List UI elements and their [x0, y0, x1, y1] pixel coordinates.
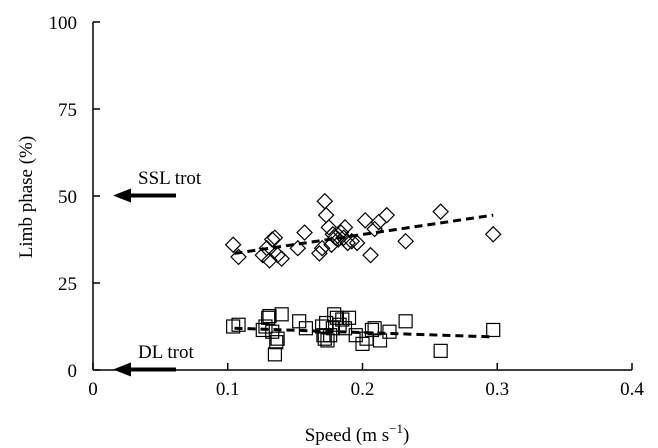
data-marks — [224, 192, 502, 362]
arrow-head — [113, 362, 131, 377]
square-point — [327, 307, 342, 322]
annotation-label: DL trot — [138, 342, 194, 363]
diamond-point — [484, 225, 502, 243]
x-tick-label: 0.1 — [216, 379, 240, 400]
x-axis-label-sup: −1 — [389, 421, 403, 436]
square-point — [364, 322, 380, 338]
diamond-point — [230, 248, 247, 266]
square-point — [486, 322, 501, 338]
diamond-point — [266, 229, 284, 247]
square-point — [367, 321, 382, 336]
annotation-label: SSL trot — [138, 168, 202, 189]
diamond-point — [311, 245, 328, 262]
diamond-point — [397, 232, 414, 250]
square-point — [433, 343, 448, 358]
y-tick-label: 0 — [68, 361, 78, 382]
diamond-point — [323, 236, 340, 254]
square-point — [341, 310, 357, 325]
diamond-point — [343, 232, 361, 250]
square-point — [320, 333, 335, 348]
diamond-point — [263, 231, 281, 248]
square-point — [231, 317, 246, 332]
diamond-point — [327, 229, 344, 247]
x-axis-label: Speed (m s−1) — [305, 421, 410, 446]
square-point — [298, 321, 314, 336]
trend-line — [234, 326, 494, 339]
diamond-point — [332, 224, 350, 241]
square-point — [255, 322, 270, 338]
square-point — [262, 308, 277, 324]
ticks: 0 0.1 0.2 0.3 0.4 0 25 50 75 100 — [49, 13, 645, 400]
square-point — [267, 347, 283, 362]
diamond-point — [313, 239, 331, 257]
x-tick-label: 0.3 — [485, 379, 509, 400]
square-point — [314, 319, 330, 334]
diamond-point — [378, 206, 396, 224]
x-axis-label-main: Speed (m s — [305, 425, 389, 446]
diamond-point — [224, 236, 242, 254]
trend-lines — [234, 213, 494, 339]
diamond-point — [356, 212, 374, 229]
diamond-point — [316, 192, 334, 210]
square-point — [269, 335, 284, 350]
y-tick-label: 100 — [49, 13, 78, 34]
y-tick-label: 75 — [58, 100, 77, 121]
x-tick-label: 0.2 — [351, 379, 375, 400]
arrow-head — [113, 188, 131, 203]
diamond-point — [348, 234, 366, 252]
diamond-point — [366, 220, 383, 238]
square-point — [398, 314, 413, 329]
x-tick-label: 0.4 — [620, 379, 644, 400]
diamond-point — [320, 218, 338, 236]
y-tick-label: 25 — [58, 274, 77, 295]
annotations: SSL trot DL trot — [113, 168, 202, 377]
square-point — [270, 331, 285, 346]
x-tick-label: 0 — [88, 379, 98, 400]
x-axis-label-tail: ) — [403, 425, 409, 446]
y-tick-label: 50 — [58, 187, 77, 208]
diamond-point — [317, 206, 335, 224]
diamond-point — [362, 246, 379, 264]
square-point — [226, 319, 241, 334]
diamond-point — [335, 229, 352, 247]
square-point — [355, 336, 370, 351]
diamond-point — [296, 224, 313, 241]
diamond-point — [336, 218, 354, 236]
diamond-point — [273, 250, 290, 267]
trend-line — [234, 213, 494, 255]
diamond-point — [432, 203, 450, 221]
square-point — [382, 324, 397, 339]
square-point — [317, 331, 332, 346]
y-axis-label: Limb phase (%) — [16, 136, 37, 258]
square-point — [274, 307, 289, 322]
square-point — [372, 333, 388, 348]
diamond-point — [254, 246, 272, 264]
